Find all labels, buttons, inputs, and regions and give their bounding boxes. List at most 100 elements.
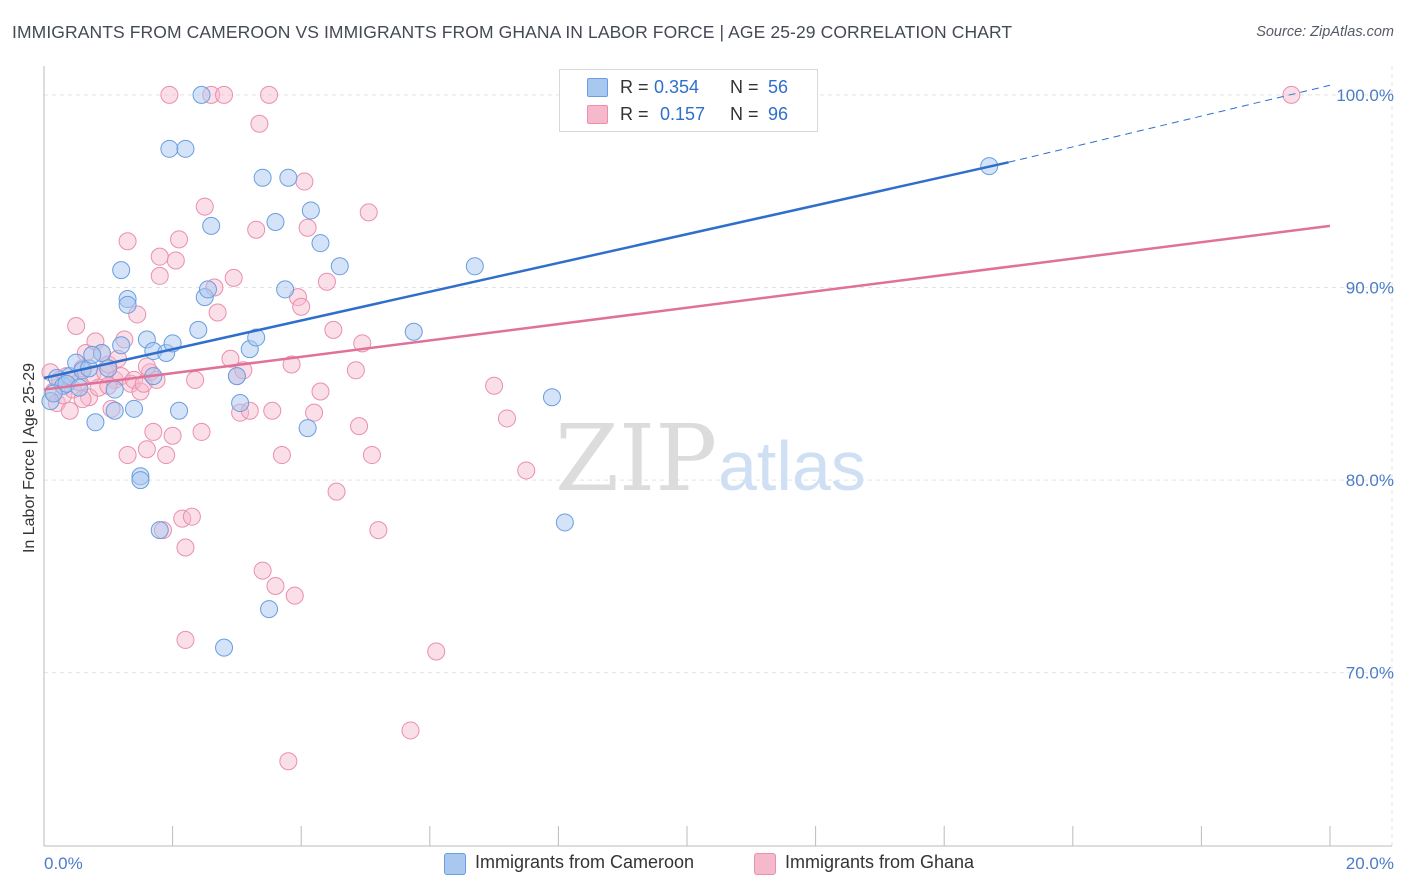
ghana-point: [263, 401, 282, 420]
y-tick-label: 80.0%: [1346, 471, 1394, 490]
cameroon-point: [555, 513, 574, 532]
cameroon-point: [231, 394, 250, 413]
legend-r-value: 0.157: [660, 104, 706, 124]
ghana-point: [497, 409, 516, 428]
ghana-point: [247, 220, 266, 239]
ghana-point: [260, 85, 279, 104]
trend-line-cameroon-extension: [1008, 84, 1331, 163]
cameroon-point: [105, 401, 124, 420]
ghana-point: [160, 85, 179, 104]
legend-swatch-cameroon: [587, 78, 608, 97]
ghana-point: [195, 197, 214, 216]
ghana-point: [182, 507, 201, 526]
cameroon-point: [298, 419, 317, 438]
watermark: ZIP atlas: [555, 405, 866, 512]
ghana-point: [369, 521, 388, 540]
cameroon-point: [176, 139, 195, 158]
ghana-point: [327, 482, 346, 501]
ghana-point: [350, 417, 369, 436]
ghana-point: [67, 317, 86, 335]
legend-label-ghana: Immigrants from Ghana: [785, 852, 975, 872]
cameroon-point: [105, 380, 124, 399]
watermark-zip: ZIP: [555, 405, 717, 512]
y-tick-label: 70.0%: [1346, 664, 1394, 683]
cameroon-point: [125, 399, 144, 418]
ghana-point: [517, 461, 536, 480]
ghana-point: [311, 382, 330, 401]
ghana-point: [157, 446, 176, 465]
ghana-point: [295, 172, 314, 191]
watermark-atlas: atlas: [718, 427, 866, 505]
cameroon-point: [189, 320, 208, 339]
ghana-point: [208, 303, 227, 322]
legend-n-value: 56: [768, 77, 789, 97]
ghana-point: [118, 446, 137, 465]
series-cameroon-points: [41, 85, 999, 657]
cameroon-point: [465, 257, 484, 276]
ghana-point: [176, 630, 195, 649]
y-tick-label: 90.0%: [1346, 278, 1394, 297]
cameroon-point: [276, 280, 295, 299]
ghana-point: [282, 355, 301, 374]
ghana-point: [292, 297, 311, 316]
ghana-point: [215, 85, 234, 104]
cameroon-point: [118, 295, 137, 314]
y-tick-label: 100.0%: [1336, 86, 1394, 105]
x-tick-label: 20.0%: [1346, 854, 1394, 873]
ghana-point: [176, 538, 195, 557]
cameroon-point: [150, 521, 169, 540]
ghana-point: [60, 401, 79, 420]
trend-lines: [43, 84, 1331, 391]
cameroon-point: [301, 201, 320, 220]
ghana-point: [166, 251, 185, 270]
ghana-point: [186, 370, 205, 389]
cameroon-point: [260, 600, 279, 619]
cameroon-point: [247, 328, 266, 347]
ghana-point: [150, 247, 169, 266]
tick-labels: 70.0% 80.0% 90.0% 100.0% 0.0% 20.0%: [44, 86, 1394, 873]
ghana-point: [305, 403, 324, 422]
legend-r-value: 0.354: [654, 77, 700, 97]
legend-swatch-ghana: [587, 105, 608, 124]
ghana-point: [150, 266, 169, 285]
ghana-point: [427, 642, 446, 661]
ghana-point: [317, 272, 336, 291]
legend-r-label: R =: [620, 77, 649, 97]
cameroon-point: [70, 378, 89, 397]
ghana-point: [253, 561, 272, 580]
legend-n-label: N =: [730, 77, 759, 97]
cameroon-point: [266, 213, 285, 231]
ghana-point: [250, 114, 269, 133]
cameroon-point: [131, 471, 150, 490]
cameroon-point: [160, 139, 179, 158]
legend-swatch-ghana: [754, 853, 776, 875]
legend-swatch-cameroon: [444, 853, 466, 875]
cameroon-point: [83, 345, 102, 364]
ghana-point: [485, 376, 504, 395]
ghana-point: [285, 586, 304, 605]
cameroon-point: [542, 388, 561, 407]
cameroon-point: [112, 261, 131, 280]
ghana-point: [272, 446, 291, 465]
cameroon-point: [86, 413, 105, 432]
cameroon-point: [311, 234, 330, 253]
x-tick-label: 0.0%: [44, 854, 83, 873]
ghana-point: [266, 577, 285, 595]
cameroon-point: [227, 367, 246, 386]
grid-lines: [44, 66, 1393, 846]
trend-line-cameroon: [43, 161, 1009, 380]
legend-n-value: 96: [768, 104, 789, 124]
ghana-point: [279, 752, 298, 771]
ghana-point: [163, 426, 182, 445]
stats-legend: R = 0.354 N = 56 R = 0.157 N = 96: [559, 69, 818, 132]
cameroon-point: [404, 322, 423, 341]
trend-line-ghana: [43, 224, 1331, 391]
ghana-point: [359, 203, 378, 222]
legend-row-cameroon: R = 0.354 N = 56: [560, 74, 817, 100]
ghana-point: [401, 721, 420, 740]
cameroon-point: [330, 257, 349, 276]
cameroon-point: [170, 401, 189, 420]
cameroon-point: [215, 638, 234, 657]
ghana-point: [224, 268, 243, 287]
